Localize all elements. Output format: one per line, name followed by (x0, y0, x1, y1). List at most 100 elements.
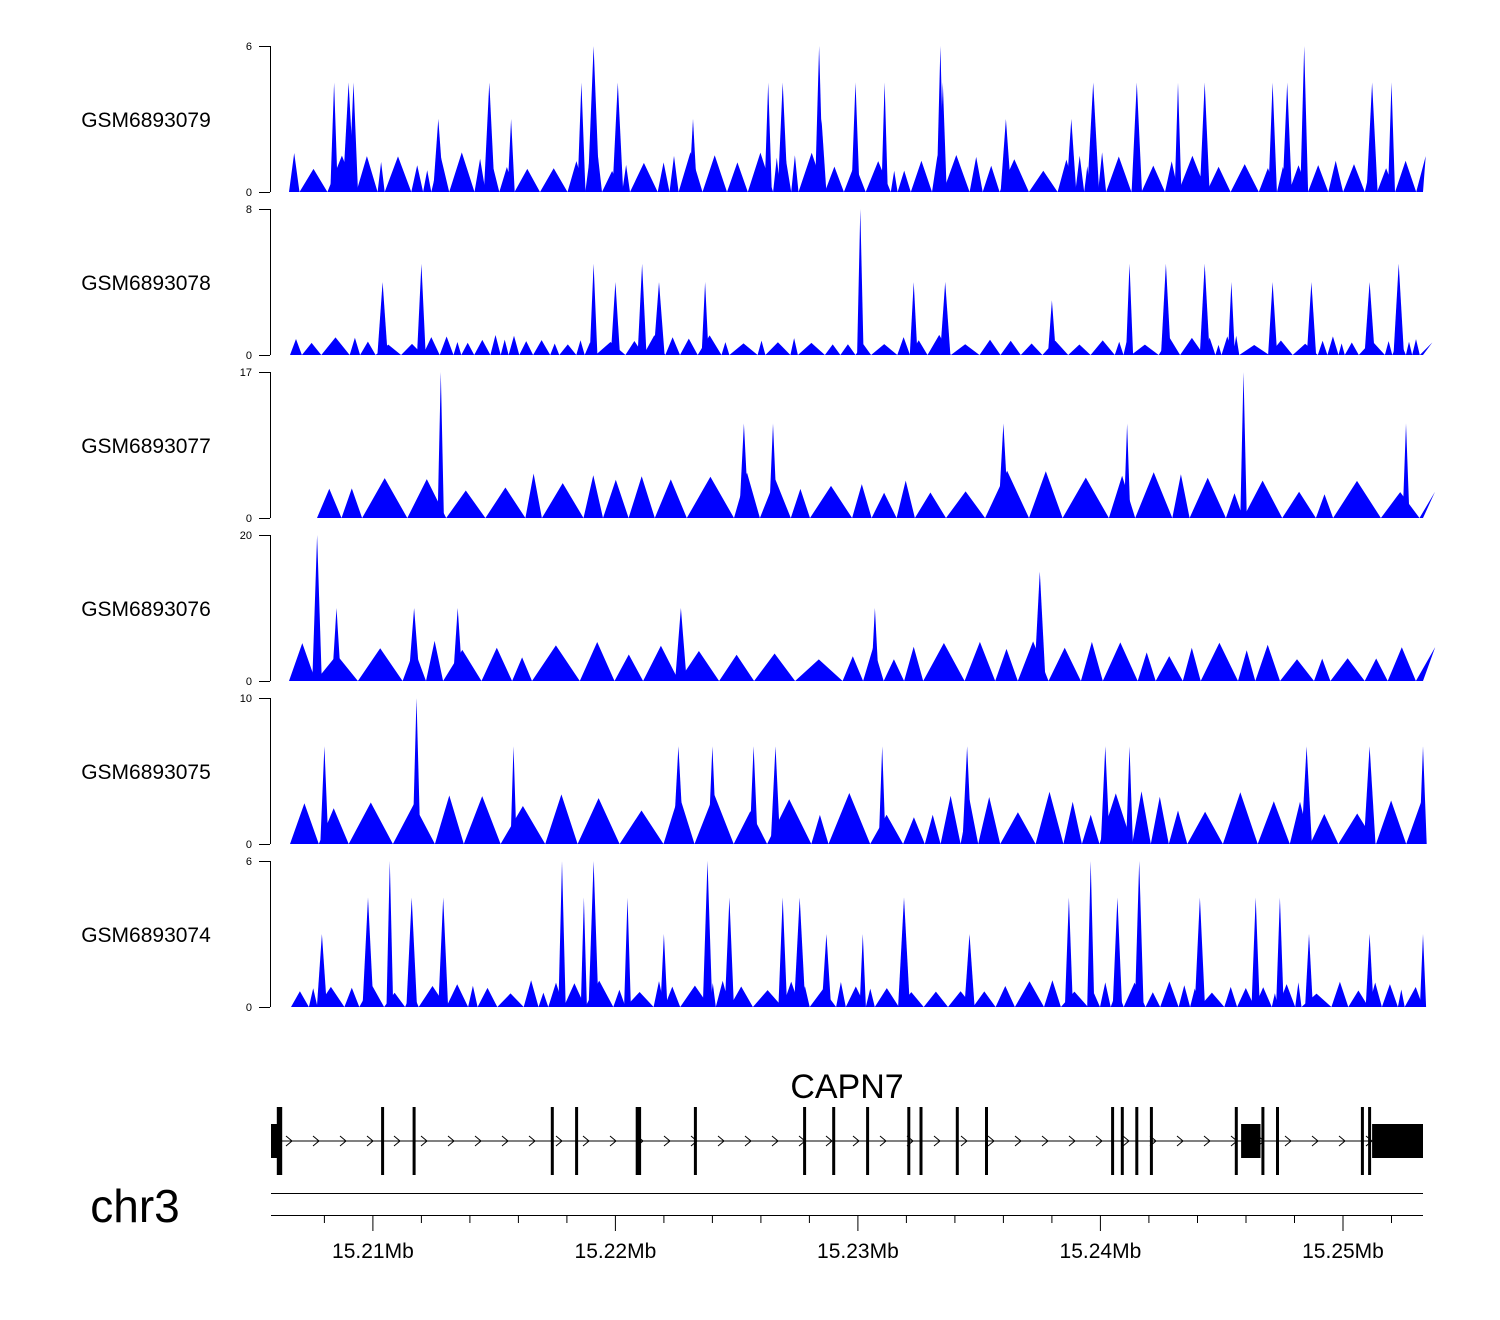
coverage-peak (653, 282, 665, 355)
signal-tracks: GSM689307906GSM689307808GSM6893077017GSM… (81, 41, 1436, 1014)
y-tick-label: 0 (246, 187, 252, 199)
gene-exon (638, 1107, 642, 1175)
coverage-peak (701, 282, 709, 355)
strand-arrow (366, 1135, 374, 1147)
coverage-peak (724, 897, 734, 1007)
gene-exon (919, 1107, 923, 1175)
coverage-peak (1100, 746, 1110, 844)
coverage-peak (1064, 897, 1073, 1007)
coverage-peak (1365, 934, 1374, 1007)
coverage-peak (764, 82, 772, 192)
axis-tick-label: 15.23Mb (817, 1240, 899, 1263)
coverage-peak (1268, 82, 1277, 192)
y-tick-label: 0 (246, 513, 252, 525)
coverage-peak (577, 82, 586, 192)
coverage-peak (859, 934, 866, 1007)
strand-arrow (285, 1135, 293, 1147)
coverage-peak (1174, 82, 1182, 192)
axis-tick-label: 15.22Mb (575, 1240, 657, 1263)
coverage-peak (938, 82, 947, 192)
coverage-peak (412, 698, 421, 844)
axis-tick-label: 15.21Mb (332, 1240, 414, 1263)
coverage-peak (1227, 282, 1235, 355)
gene-exon (412, 1107, 416, 1175)
coverage-peak (330, 82, 338, 192)
coverage-peak (1047, 300, 1056, 355)
strand-arrow (1122, 1135, 1130, 1147)
coverage-peak (1087, 82, 1100, 192)
strand-arrow (1284, 1135, 1292, 1147)
coverage-peak (1000, 119, 1012, 192)
coverage-peak (962, 746, 972, 844)
gene-exon (803, 1107, 807, 1175)
gene-exon (1120, 1107, 1124, 1175)
strand-arrow (555, 1135, 563, 1147)
coverage-peak (1419, 746, 1427, 844)
coverage-peak (588, 861, 599, 1007)
gene-track: CAPN7 (271, 1068, 1423, 1175)
coverage-peak (940, 282, 951, 355)
coverage-peak (675, 608, 687, 681)
coverage-peak (624, 897, 631, 1007)
chromosome-label: chr3 (90, 1180, 179, 1232)
coverage-peak (1251, 897, 1260, 1007)
strand-arrow (744, 1135, 752, 1147)
gene-exon (907, 1107, 911, 1175)
strand-arrow (1365, 1135, 1373, 1147)
coverage-area (290, 791, 1423, 844)
coverage-peak (320, 746, 329, 844)
strand-arrow (393, 1135, 401, 1147)
track-label: GSM6893076 (81, 598, 211, 621)
coverage-peak (964, 934, 975, 1007)
coverage-peak (1112, 897, 1123, 1007)
gene-exon (985, 1107, 988, 1175)
strand-arrow (582, 1135, 590, 1147)
coverage-peak (510, 746, 517, 844)
strand-arrow (420, 1135, 428, 1147)
axis-tick-label: 15.25Mb (1302, 1240, 1384, 1263)
strand-arrow (771, 1135, 779, 1147)
coverage-peak (316, 934, 327, 1007)
coverage-peak (1066, 119, 1077, 192)
y-tick-label: 0 (246, 1002, 252, 1014)
coverage-peak (406, 897, 417, 1007)
track-GSM6893077: GSM6893077 0 17 (81, 367, 1435, 525)
coverage-peak (332, 608, 341, 681)
coverage-peak (898, 897, 910, 1007)
strand-arrow (609, 1135, 617, 1147)
coverage-peak (1419, 934, 1427, 1007)
gene-block (271, 1124, 279, 1158)
y-tick-label: 10 (240, 693, 252, 705)
track-label: GSM6893077 (81, 435, 211, 458)
strand-arrow (474, 1135, 482, 1147)
coverage-peak (1199, 82, 1210, 192)
gene-exon (550, 1107, 554, 1175)
coverage-peak (612, 82, 624, 192)
coverage-peak (1161, 263, 1171, 355)
track-GSM6893075: GSM6893075 0 10 (81, 693, 1427, 851)
strand-arrow (852, 1135, 860, 1147)
coverage-peak (312, 535, 322, 681)
coverage-peak (589, 263, 598, 355)
coverage-peak (1126, 746, 1133, 844)
coverage-peak (637, 263, 647, 355)
strand-arrow (987, 1135, 995, 1147)
gene-exon (381, 1107, 385, 1175)
gene-exon (1234, 1107, 1238, 1175)
coverage-peak (438, 897, 449, 1007)
coverage-peak (1388, 82, 1395, 192)
y-tick-label: 8 (246, 204, 252, 216)
track-GSM6893079: GSM6893079 0 6 (81, 41, 1426, 199)
gene-block (1241, 1124, 1261, 1158)
coverage-peak (1282, 82, 1292, 192)
track-GSM6893078: GSM6893078 0 8 (81, 204, 1433, 362)
coverage-peak (857, 209, 864, 355)
coverage-peak (1123, 423, 1131, 518)
coverage-peak (1305, 934, 1313, 1007)
track-label: GSM6893075 (81, 761, 211, 784)
gene-exon (635, 1107, 639, 1175)
coverage-peak (408, 608, 420, 681)
coverage-peak (1131, 82, 1142, 192)
strand-arrow (690, 1135, 698, 1147)
